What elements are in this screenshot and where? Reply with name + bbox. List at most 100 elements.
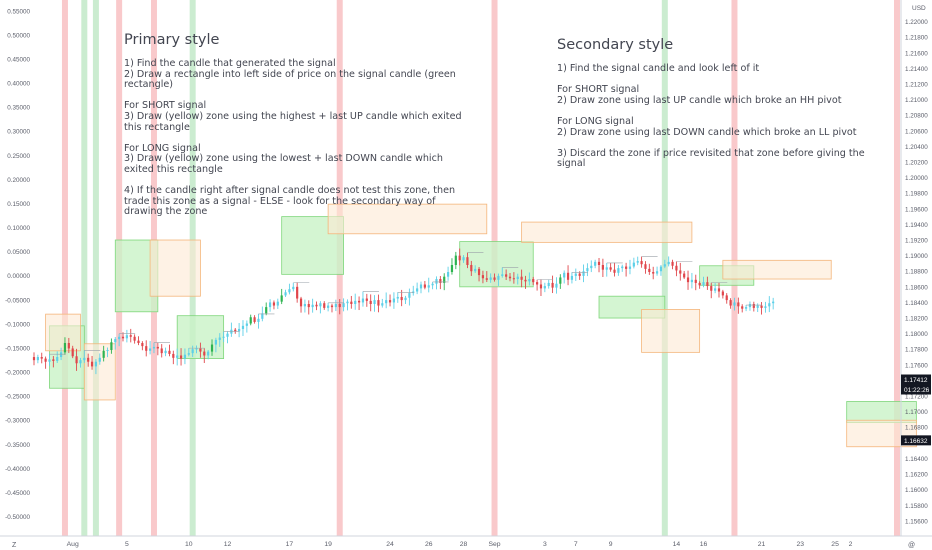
right-axis-tick: 1.19000 bbox=[905, 253, 928, 260]
candle-down bbox=[365, 298, 368, 301]
primary-step-long: For LONG signal 3) Draw (yellow) zone us… bbox=[124, 142, 443, 175]
candle-up bbox=[214, 339, 217, 345]
candle-up bbox=[176, 355, 179, 358]
candle-up bbox=[106, 350, 109, 352]
candle-up bbox=[94, 361, 98, 367]
candle-down bbox=[652, 272, 655, 274]
candle-up bbox=[555, 283, 558, 288]
signal-highlight-green bbox=[92, 0, 99, 536]
left-axis-tick: -0.30000 bbox=[5, 418, 30, 425]
right-axis-tick: 1.21200 bbox=[905, 82, 928, 89]
candle-up bbox=[83, 357, 86, 361]
corner-left-label[interactable]: Z bbox=[12, 542, 17, 549]
candle-up bbox=[628, 266, 632, 269]
candle-down bbox=[675, 265, 678, 271]
candle-up bbox=[98, 357, 101, 362]
right-axis-tick: 1.20800 bbox=[905, 113, 928, 120]
x-axis-tick: 26 bbox=[425, 541, 433, 548]
signal-highlight-red bbox=[61, 0, 68, 536]
right-axis-tick: 1.16400 bbox=[905, 456, 928, 463]
candle-down bbox=[539, 284, 543, 289]
candle-up bbox=[114, 339, 117, 343]
candle-up bbox=[342, 303, 345, 308]
candle-down bbox=[532, 279, 535, 283]
candle-up bbox=[292, 286, 295, 290]
candle-up bbox=[118, 336, 121, 340]
candle-up bbox=[404, 297, 407, 301]
candle-up bbox=[373, 300, 376, 304]
candle-up bbox=[164, 350, 167, 354]
candle-down bbox=[32, 357, 36, 361]
left-axis-tick: 0.00000 bbox=[7, 273, 30, 280]
candle-up bbox=[226, 333, 229, 337]
left-axis-tick: -0.45000 bbox=[5, 490, 30, 497]
candle-up bbox=[311, 304, 314, 308]
candle-down bbox=[129, 335, 132, 337]
left-axis-tick: -0.05000 bbox=[5, 297, 30, 304]
candle-down bbox=[741, 306, 744, 309]
corner-right-label[interactable]: @ bbox=[908, 542, 915, 549]
candle-up bbox=[241, 325, 245, 329]
right-axis-tick: 1.20400 bbox=[905, 144, 928, 151]
x-axis-tick: Aug bbox=[67, 541, 79, 548]
candle-down bbox=[203, 351, 206, 356]
candles bbox=[32, 248, 775, 375]
candle-up bbox=[288, 289, 291, 293]
candle-up bbox=[238, 328, 241, 332]
candle-up bbox=[590, 265, 593, 269]
zone-green bbox=[281, 216, 344, 275]
candle-up bbox=[768, 303, 771, 307]
candle-down bbox=[470, 264, 473, 272]
primary-style-annotation: Primary style 1) Find the candle that ge… bbox=[124, 32, 469, 229]
candle-down bbox=[145, 346, 148, 351]
candle-down bbox=[338, 303, 341, 308]
primary-step-short: For SHORT signal 3) Draw (yellow) zone u… bbox=[124, 100, 462, 133]
right-axis-tick: 1.20600 bbox=[905, 128, 928, 135]
candle-down bbox=[156, 346, 159, 349]
candle-up bbox=[416, 288, 419, 292]
candle-up bbox=[249, 317, 252, 324]
zone-orange bbox=[722, 259, 832, 280]
candle-down bbox=[717, 288, 721, 292]
zone-orange bbox=[45, 313, 81, 352]
candle-up bbox=[547, 282, 550, 287]
last-price-tag-bg bbox=[901, 374, 931, 385]
x-axis-tick: 28 bbox=[460, 541, 468, 548]
candle-down bbox=[648, 268, 651, 273]
candle-up bbox=[319, 303, 322, 307]
candle-up bbox=[594, 261, 597, 266]
candle-down bbox=[234, 329, 237, 332]
candle-down bbox=[253, 317, 256, 322]
primary-style-title: Primary style bbox=[124, 32, 220, 48]
left-axis-tick: 0.40000 bbox=[7, 81, 30, 88]
x-axis-tick: 25 bbox=[831, 541, 839, 548]
candle-down bbox=[640, 261, 643, 265]
left-axis-tick: 0.15000 bbox=[7, 201, 30, 208]
candle-down bbox=[686, 277, 690, 283]
right-axis-tick: 1.19800 bbox=[905, 191, 928, 198]
candle-up bbox=[419, 284, 423, 289]
secondary-step-1: 1) Find the signal candle and look left … bbox=[557, 63, 760, 74]
candle-up bbox=[183, 354, 187, 359]
candle-down bbox=[752, 303, 755, 308]
right-axis-tick: 1.21000 bbox=[905, 97, 928, 104]
candle-up bbox=[570, 275, 574, 280]
x-axis-tick: 5 bbox=[125, 541, 129, 548]
candle-up bbox=[56, 357, 59, 361]
candle-down bbox=[679, 270, 682, 274]
candle-up bbox=[489, 277, 492, 280]
candle-up bbox=[431, 283, 434, 286]
candle-up bbox=[663, 264, 666, 267]
right-axis-tick: 1.17000 bbox=[905, 409, 928, 416]
candle-down bbox=[179, 355, 183, 359]
candle-down bbox=[168, 350, 171, 354]
candle-down bbox=[729, 300, 732, 306]
candle-up bbox=[497, 275, 500, 280]
zone-orange bbox=[149, 239, 201, 297]
candle-down bbox=[737, 302, 740, 307]
candle-up bbox=[582, 271, 585, 276]
left-axis-tick: 0.55000 bbox=[7, 8, 30, 15]
left-axis-tick: -0.50000 bbox=[5, 514, 30, 521]
candle-up bbox=[303, 303, 306, 307]
